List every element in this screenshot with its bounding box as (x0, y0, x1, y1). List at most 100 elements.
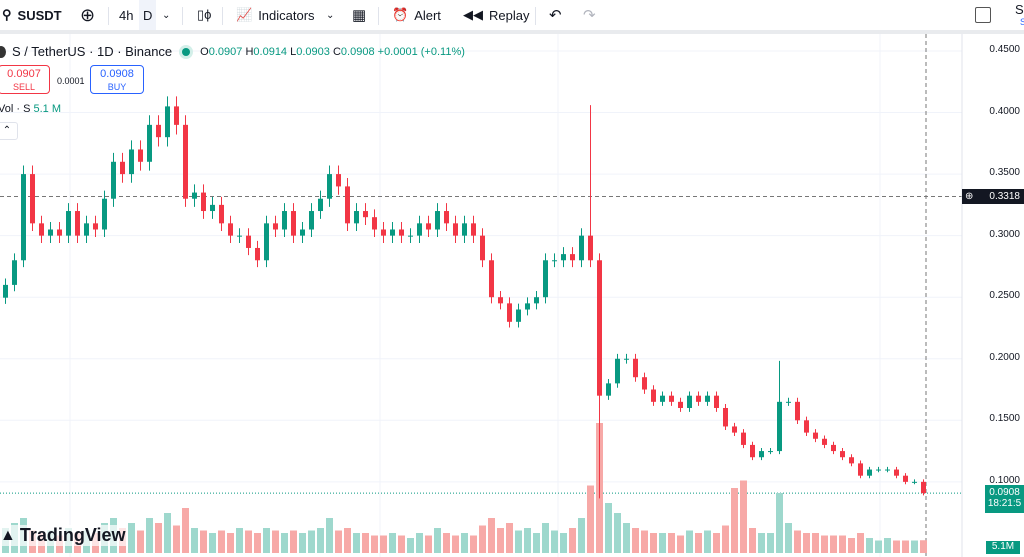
candle-body (777, 401, 782, 452)
candle-body (246, 235, 251, 248)
volume-bar (434, 528, 441, 553)
volume-bar (821, 535, 828, 553)
indicators-button[interactable]: 📈 Indicators (236, 0, 315, 30)
top-toolbar: ⚲ SUSDT ⊕ 4h D ⌄ ▯ϕ 📈 Indicators ⌄ ▦ ⏰ Aler… (0, 0, 1024, 34)
add-alert-plus-icon[interactable]: ⊕ (965, 191, 974, 202)
volume-bar (281, 533, 288, 553)
volume-bar (614, 513, 621, 553)
symbol-search[interactable]: ⚲ SUSDT (2, 0, 62, 30)
volume-bar (236, 528, 243, 553)
candle-body (309, 211, 314, 230)
candle-body (327, 174, 332, 199)
candle-body (615, 358, 620, 384)
volume-bar (299, 533, 306, 553)
candle-body (345, 186, 350, 224)
volume-bar (785, 523, 792, 553)
candle-body (219, 204, 224, 224)
crosshair-price-label: ⊕ 0.3318 (962, 189, 1024, 204)
candle-body (237, 235, 242, 237)
price-tick: 0.4000 (989, 105, 1020, 117)
candle-body (129, 149, 134, 175)
candle-body (516, 309, 521, 322)
volume-bar (371, 535, 378, 553)
volume-bar (218, 530, 225, 553)
tradingview-logo[interactable]: ▲ TradingView (0, 525, 126, 546)
legend-title: S / TetherUS · 1D · Binance (12, 44, 173, 59)
candle-body (624, 358, 629, 360)
volume-bar (776, 493, 783, 553)
candle-body (57, 229, 62, 236)
layouts-grid-icon[interactable]: ▦ (352, 7, 367, 24)
volume-bar (686, 530, 693, 553)
buy-label: BUY (107, 82, 127, 92)
candle-body (660, 395, 665, 402)
candle-body (642, 377, 647, 390)
collapse-legend-chevron-icon[interactable]: ⌃ (0, 122, 18, 140)
volume-bar (407, 538, 414, 553)
fullscreen-square-icon[interactable] (975, 0, 991, 30)
candle-body (525, 303, 530, 310)
candle-body (318, 198, 323, 212)
volume-bar (335, 530, 342, 553)
volume-bar (497, 528, 504, 553)
volume-bar (542, 523, 549, 553)
candle-body (768, 451, 773, 453)
interval-chevron-icon[interactable]: ⌄ (162, 9, 171, 21)
candle-body (741, 432, 746, 445)
volume-bar (308, 530, 315, 553)
candle-body (336, 174, 341, 187)
symbol-legend: S / TetherUS · 1D · Binance O0.0907 H0.0… (0, 44, 465, 59)
candle-body (651, 389, 656, 402)
symbol-label: SUSDT (17, 7, 62, 23)
candles-type-icon[interactable]: ▯ϕ (197, 7, 212, 22)
volume-bar (677, 535, 684, 553)
volume-bar (353, 533, 360, 553)
candle-body (381, 229, 386, 236)
compare-plus-icon[interactable]: ⊕ (80, 4, 96, 25)
volume-bar (866, 538, 873, 553)
interval-4h[interactable]: 4h (119, 7, 134, 23)
candle-body (183, 124, 188, 199)
candle-body (570, 254, 575, 261)
replay-button[interactable]: ◀◀ Replay (463, 0, 529, 30)
candle-body (813, 432, 818, 439)
volume-bar (362, 533, 369, 553)
volume-bar (551, 530, 558, 553)
candle-body (192, 192, 197, 199)
save-button[interactable]: SaS (1015, 0, 1024, 30)
candle-body (921, 481, 926, 494)
candle-body (669, 395, 674, 402)
alert-button[interactable]: ⏰ Alert (392, 0, 441, 30)
redo-icon[interactable]: ↷ (583, 7, 596, 24)
candle-body (291, 211, 296, 236)
candle-body (903, 475, 908, 482)
candle-body (3, 284, 8, 298)
candle-body (264, 223, 269, 261)
candle-body (597, 260, 602, 396)
volume-bar (587, 485, 594, 553)
undo-icon[interactable]: ↶ (549, 7, 562, 24)
price-chart[interactable] (0, 34, 1024, 557)
buy-button[interactable]: 0.0908 BUY (90, 65, 144, 94)
candle-body (39, 223, 44, 236)
interval-d[interactable]: D (139, 0, 157, 30)
candle-body (75, 211, 80, 236)
volume-legend: Vol · S 5.1 M (0, 103, 61, 115)
volume-bar (209, 533, 216, 553)
candle-body (453, 223, 458, 236)
volume-tag: 5.1M (986, 541, 1020, 554)
candle-body (462, 223, 467, 236)
save-label: Sa (1015, 2, 1024, 17)
candle-body (561, 254, 566, 261)
candle-body (93, 223, 98, 230)
volume-bar (758, 533, 765, 553)
sell-button[interactable]: 0.0907 SELL (0, 65, 50, 94)
volume-bar (920, 540, 927, 553)
volume-bar (695, 533, 702, 553)
candle-body (687, 395, 692, 408)
candle-body (489, 260, 494, 298)
indicators-chevron-icon[interactable]: ⌄ (326, 9, 335, 21)
volume-bar (740, 480, 747, 553)
volume-bar (767, 533, 774, 553)
volume-bar (803, 533, 810, 553)
